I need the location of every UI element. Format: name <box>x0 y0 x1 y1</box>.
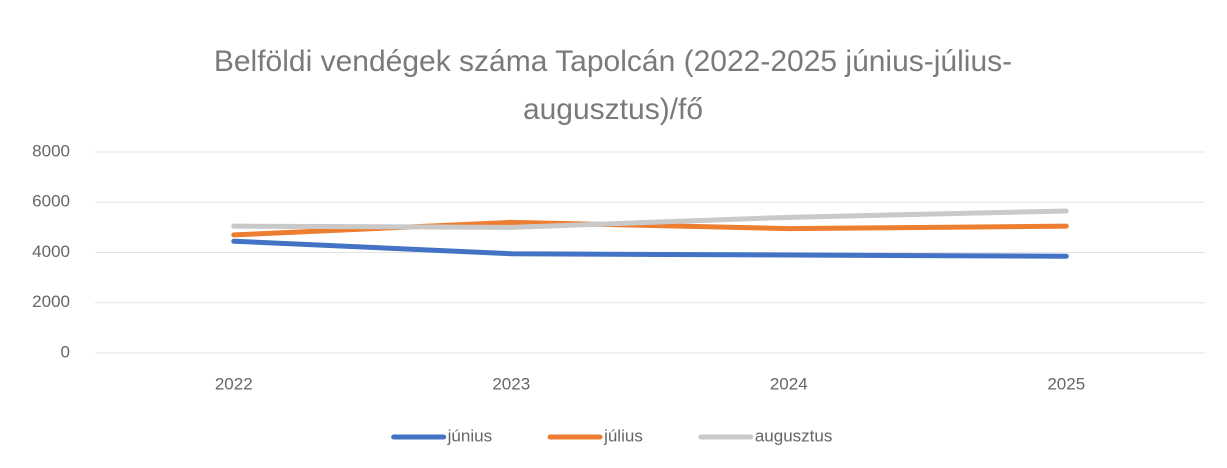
series-line <box>231 208 1069 230</box>
x-tick-label: 2022 <box>215 374 253 393</box>
legend-label: június <box>447 426 492 445</box>
legend-label: augusztus <box>755 426 833 445</box>
x-tick-label: 2025 <box>1047 374 1085 393</box>
x-tick-label: 2023 <box>492 374 530 393</box>
legend-label: július <box>603 426 643 445</box>
x-tick-label: 2024 <box>770 374 808 393</box>
y-tick-label: 6000 <box>32 192 70 211</box>
y-tick-label: 4000 <box>32 242 70 261</box>
series-line <box>231 238 1069 259</box>
y-tick-label: 0 <box>61 342 70 361</box>
y-tick-label: 2000 <box>32 292 70 311</box>
chart-title: Belföldi vendégek száma Tapolcán (2022-2… <box>213 45 1013 126</box>
y-tick-label: 8000 <box>32 141 70 160</box>
